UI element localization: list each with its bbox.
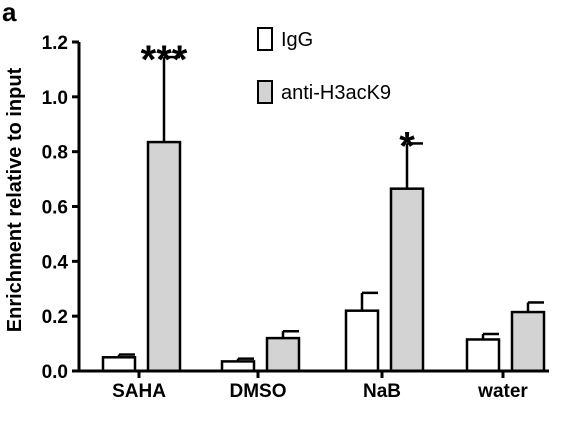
y-axis-label: Enrichment relative to input	[4, 67, 26, 332]
legend: IgG anti-H3acK9	[257, 27, 391, 104]
bar-anti-h3ack9-water	[510, 310, 546, 373]
bar-igg-saha	[101, 356, 137, 373]
x-tick-label: water	[477, 381, 528, 402]
x-tick-label: SAHA	[112, 381, 166, 402]
bar-anti-h3ack9-dmso	[265, 336, 301, 373]
panel-label: a	[2, 0, 17, 27]
x-tick-label: DMSO	[230, 381, 287, 402]
y-axis: 0.0 0.2 0.4 0.6 0.8 1.0 1.2	[42, 33, 81, 383]
significance-label: *	[399, 124, 415, 168]
y-tick-label: 1.0	[42, 88, 68, 109]
y-tick-label: 0.4	[42, 252, 69, 273]
bars-group	[101, 55, 546, 373]
y-tick-label: 0.0	[42, 362, 68, 383]
x-tick-label: NaB	[363, 381, 401, 402]
significance-annotations: ****	[141, 38, 416, 168]
x-axis: SAHA DMSO NaB water	[78, 369, 549, 402]
bar-anti-h3ack9-nab	[389, 187, 425, 373]
y-tick-label: 1.2	[42, 33, 68, 54]
bar-igg-nab	[344, 309, 380, 373]
legend-label-anti-h3ack9: anti-H3acK9	[281, 82, 391, 104]
y-tick-label: 0.6	[42, 198, 68, 219]
y-tick-label: 0.8	[42, 143, 68, 164]
y-tick-label: 0.2	[42, 307, 68, 328]
legend-label-igg: IgG	[281, 29, 313, 51]
bar-igg-water	[465, 338, 501, 373]
legend-swatch-igg	[257, 27, 273, 51]
legend-swatch-anti-h3ack9	[257, 80, 273, 104]
significance-label: ***	[141, 38, 188, 82]
bar-anti-h3ack9-saha	[146, 140, 182, 373]
